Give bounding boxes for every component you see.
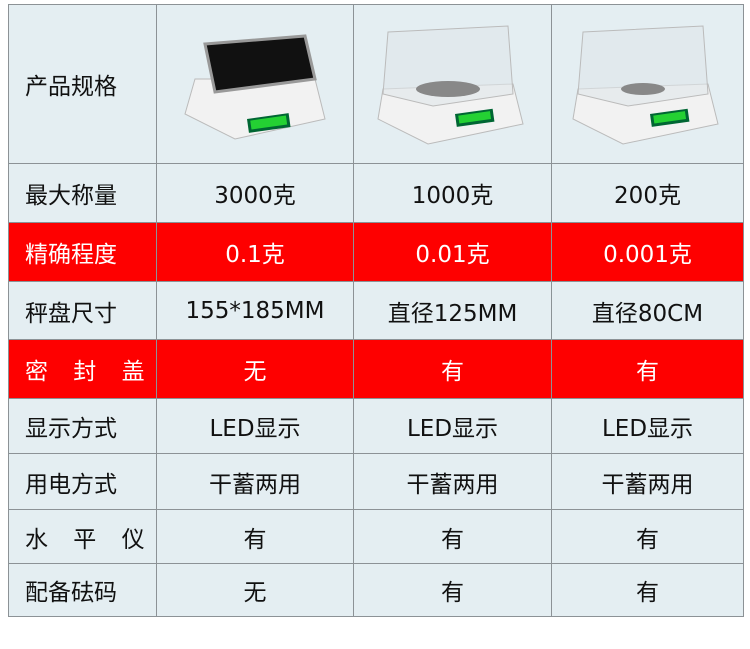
row-label: 秤盘尺寸	[8, 281, 157, 340]
cell-value: 3000克	[156, 163, 354, 223]
cell-value: 干蓄两用	[156, 453, 354, 510]
cell-value: 0.1克	[156, 222, 354, 282]
row-label: 配备砝码	[8, 563, 157, 617]
product-image-2	[353, 4, 552, 164]
cell-value: 无	[156, 339, 354, 399]
cell-value: 直径125MM	[353, 281, 552, 340]
row-label: 水 平 仪	[8, 509, 157, 564]
row-max-capacity: 最大称量 3000克 1000克 200克	[8, 163, 744, 223]
row-power-type: 用电方式 干蓄两用 干蓄两用 干蓄两用	[8, 453, 744, 510]
cell-value: 0.001克	[551, 222, 744, 282]
scale-with-glass-cover-icon	[571, 25, 719, 145]
scale-with-glass-cover-icon	[376, 25, 524, 145]
row-pan-size: 秤盘尺寸 155*185MM 直径125MM 直径80CM	[8, 281, 744, 340]
scale-no-cover-icon	[184, 34, 326, 140]
image-row: 产品规格	[8, 4, 744, 164]
cell-value: 有	[353, 509, 552, 564]
cell-value: 直径80CM	[551, 281, 744, 340]
cell-value: 干蓄两用	[551, 453, 744, 510]
cell-value: 有	[156, 509, 354, 564]
header-label: 产品规格	[8, 4, 157, 164]
product-image-3	[551, 4, 744, 164]
cell-value: 1000克	[353, 163, 552, 223]
cell-value: 155*185MM	[156, 281, 354, 340]
cell-value: 有	[353, 339, 552, 399]
cell-value: 0.01克	[353, 222, 552, 282]
row-display-type: 显示方式 LED显示 LED显示 LED显示	[8, 398, 744, 454]
row-label: 精确程度	[8, 222, 157, 282]
cell-value: 无	[156, 563, 354, 617]
cell-value: 有	[551, 339, 744, 399]
row-label: 用电方式	[8, 453, 157, 510]
row-label: 密 封 盖	[8, 339, 157, 399]
cell-value: LED显示	[551, 398, 744, 454]
cell-value: 干蓄两用	[353, 453, 552, 510]
cell-value: LED显示	[353, 398, 552, 454]
cell-value: 200克	[551, 163, 744, 223]
row-level-gauge: 水 平 仪有有有	[8, 509, 744, 564]
row-sealed-cover: 密 封 盖无有有	[8, 339, 744, 399]
row-label: 最大称量	[8, 163, 157, 223]
row-calibration-weight: 配备砝码无有有	[8, 563, 744, 617]
row-precision: 精确程度 0.1克 0.01克 0.001克	[8, 222, 744, 282]
product-image-1	[156, 4, 354, 164]
cell-value: 有	[551, 509, 744, 564]
cell-value: 有	[551, 563, 744, 617]
row-label: 显示方式	[8, 398, 157, 454]
spec-table: 产品规格	[8, 4, 744, 617]
cell-value: 有	[353, 563, 552, 617]
cell-value: LED显示	[156, 398, 354, 454]
